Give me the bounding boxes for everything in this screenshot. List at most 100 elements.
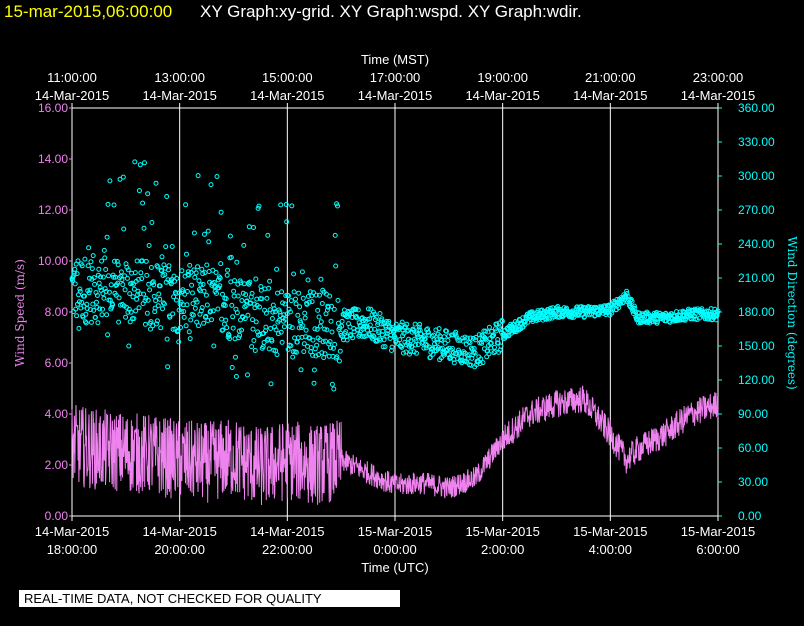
wdir-point [111,202,117,208]
wdir-point [415,334,421,340]
wdir-point [184,302,190,308]
wdir-point [237,332,243,338]
wdir-point [287,324,293,329]
wdir-point [298,367,304,373]
top-axis-ticks: 11:00:00 14-Mar-2015 13:00:00 14-Mar-2015 15… [35,70,755,108]
wdir-point [279,339,285,345]
wdir-point [203,313,209,319]
wdir-point [131,286,137,292]
wdir-point [391,328,397,334]
wdir-point [289,325,295,331]
wdir-point [100,274,106,280]
wdir-point [268,381,274,387]
wdir-point [134,296,140,302]
right-tick-label: 120.00 [738,373,775,387]
wdir-point [99,258,105,264]
wdir-point [339,323,345,329]
wdir-point [122,287,128,293]
wdir-point [244,298,250,304]
wdir-point [214,290,219,296]
wdir-point [479,340,485,346]
wdir-point [142,160,147,166]
wdir-point [204,262,210,268]
quality-notice: REAL-TIME DATA, NOT CHECKED FOR QUALITY [24,591,322,606]
wdir-point [138,270,144,276]
wdir-point [80,314,86,320]
wdir-point [529,309,535,315]
wdir-point [286,306,292,312]
wdir-point [144,272,150,278]
wdir-point [245,372,250,378]
wdir-point [140,200,146,206]
wdir-point [355,327,361,333]
wdir-point [159,268,165,274]
wdir-point [160,300,166,306]
wdir-point [101,295,107,301]
wdir-point [100,306,105,312]
wdir-point [310,337,316,343]
wdir-point [439,337,445,343]
top-tick-time: 21:00:00 [585,70,636,85]
wdir-point [307,289,313,295]
wdir-point [291,271,297,277]
top-tick-date: 14-Mar-2015 [573,88,647,103]
wdir-point [136,188,142,194]
wdir-point [235,293,241,299]
wdir-point [301,349,307,355]
wdir-point [625,294,631,299]
wdir-point [142,298,148,304]
wdir-point [143,258,149,264]
wdir-point [697,315,702,321]
wdir-point [438,337,444,342]
wdir-point [252,348,258,353]
wdir-point [381,337,387,343]
wdir-point [335,320,341,326]
plot-area [69,159,721,506]
wdir-point [193,270,199,276]
wdir-point [160,306,165,312]
wdir-point [334,354,340,360]
wdir-point [198,282,204,288]
wdir-point [454,335,460,341]
wdir-point [460,338,466,344]
wdir-point [596,312,602,318]
wdir-point [200,271,206,277]
wdir-point [224,325,230,331]
wdir-point [335,297,341,303]
wdir-point [294,339,300,345]
wdir-point [176,339,182,345]
wdir-point [401,330,407,336]
wdir-point [96,280,102,286]
right-tick-label: 30.00 [738,475,768,489]
left-tick-label: 6.00 [45,356,69,370]
wdir-point [101,247,107,253]
wdir-point [672,313,678,319]
wdir-point [239,298,245,303]
wdir-point [205,228,211,234]
wdir-point [196,323,201,329]
wdir-point [211,343,217,349]
wdir-point [473,334,479,340]
wdir-point [328,345,334,351]
wdir-point [655,319,660,325]
wdir-point [178,325,183,330]
wdir-point [181,314,187,320]
wdir-point [181,309,187,314]
chart-title-date: 15-mar-2015,06:00:00 [4,2,172,21]
wdir-point [147,287,153,293]
wdir-point [91,275,97,281]
wdir-point [263,310,269,316]
wdir-point [416,324,422,330]
wdir-point [211,279,217,285]
wdir-point [201,320,207,326]
wdir-point [229,302,235,308]
wdir-point [249,290,255,296]
wdir-point [274,352,280,358]
wdir-point [315,307,321,313]
wdir-point [631,303,637,309]
wdir-point [124,264,130,270]
wdir-point [83,320,89,326]
top-tick-date: 14-Mar-2015 [681,88,755,103]
top-tick-date: 14-Mar-2015 [250,88,324,103]
wdir-point [225,267,231,273]
